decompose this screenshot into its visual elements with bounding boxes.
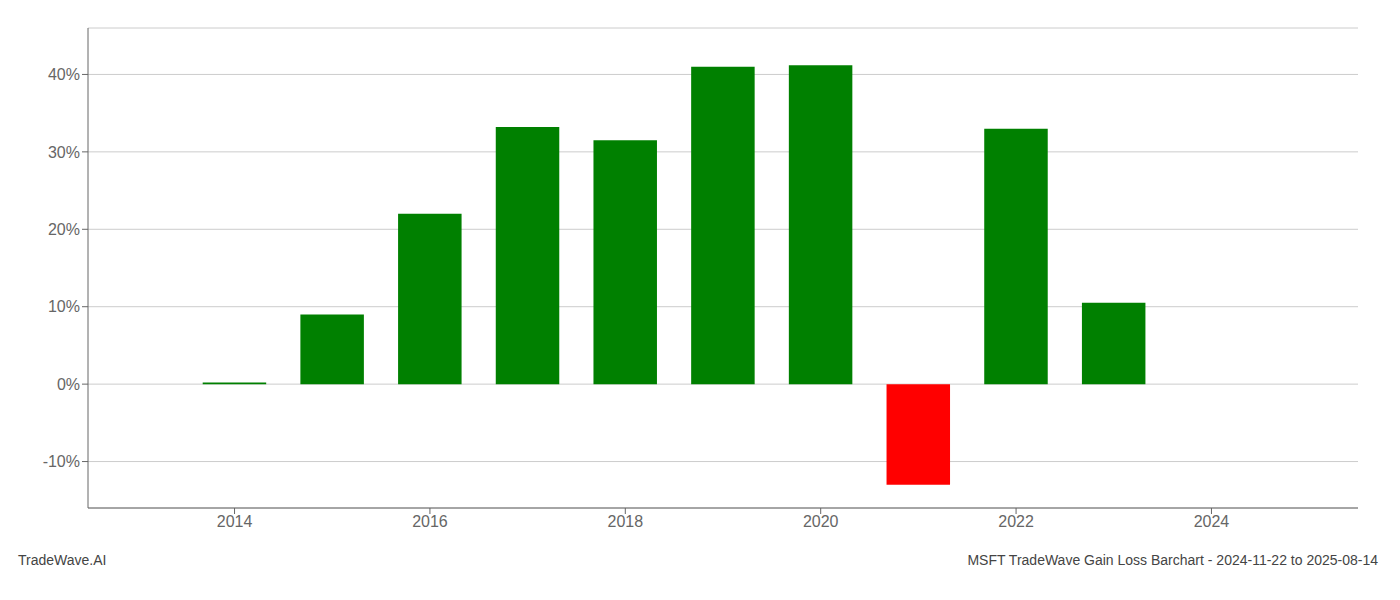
html-text:MSFT TradeWave Gain Loss Barch: MSFT TradeWave Gain Loss Barchart - 2024… [967,552,1378,568]
svg-text:2018: 2018 [608,513,644,530]
svg-text:-10%: -10% [43,453,80,470]
svg-text:2016: 2016 [412,513,448,530]
svg-text:2020: 2020 [803,513,839,530]
svg-text:2024: 2024 [1194,513,1230,530]
svg-text:30%: 30% [48,144,80,161]
svg-text:2014: 2014 [217,513,253,530]
svg-text:2022: 2022 [998,513,1034,530]
svg-text:20%: 20% [48,221,80,238]
svg-text:10%: 10% [48,298,80,315]
svg-text:0%: 0% [57,376,80,393]
svg-text:40%: 40% [48,66,80,83]
html-text:TradeWave.AI: TradeWave.AI [18,552,107,568]
